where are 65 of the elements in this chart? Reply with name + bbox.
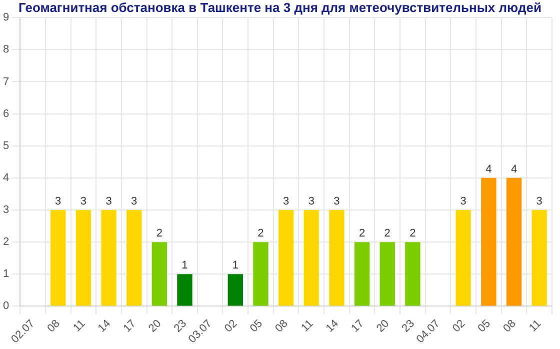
- bar: [50, 210, 66, 306]
- bar: [253, 242, 268, 306]
- bar: [126, 210, 142, 306]
- y-tick-label: 0: [2, 300, 10, 312]
- data-label: 3: [282, 196, 290, 208]
- chart-title: Геомагнитная обстановка в Ташкенте на 3 дня для метеочувствительных людей: [18, 0, 542, 15]
- bar: [228, 274, 243, 306]
- bar: [481, 178, 496, 306]
- data-label: 1: [182, 260, 188, 272]
- y-tick-label: 6: [2, 108, 10, 120]
- data-label: 3: [308, 196, 314, 208]
- x-tick-label: 08: [273, 318, 290, 335]
- bar: [354, 242, 370, 306]
- x-tick-label: 17: [349, 318, 366, 335]
- data-label: 2: [384, 228, 390, 240]
- x-tick-label: 23: [172, 318, 190, 335]
- x-tick-label: 05: [248, 318, 265, 335]
- data-label: 2: [358, 228, 366, 240]
- y-tick-label: 3: [2, 204, 10, 216]
- x-tick-label: 20: [146, 318, 164, 335]
- x-tick-label: 08: [45, 318, 62, 335]
- bar: [152, 242, 168, 306]
- x-tick-label: 23: [400, 318, 417, 335]
- bar: [304, 210, 319, 306]
- data-label: 3: [460, 196, 466, 208]
- y-tick-label: 9: [2, 12, 10, 24]
- x-tick-label: 14: [96, 318, 114, 335]
- bar: [380, 242, 395, 306]
- bar: [506, 178, 522, 306]
- bar: [532, 210, 547, 306]
- bar: [278, 210, 294, 306]
- data-label: 3: [80, 196, 86, 208]
- bar: [456, 210, 471, 306]
- x-tick-label: 17: [121, 318, 138, 335]
- bar: [76, 210, 92, 306]
- data-label: 1: [232, 260, 238, 272]
- y-tick-label: 4: [2, 172, 10, 184]
- data-label: 3: [131, 196, 138, 208]
- x-tick-label: 11: [527, 318, 544, 334]
- x-tick-label: 11: [71, 318, 88, 334]
- y-tick-label: 8: [2, 44, 10, 56]
- y-tick-label: 5: [2, 140, 10, 152]
- x-tick-label: 05: [476, 318, 493, 335]
- x-tick-label: 08: [501, 318, 518, 335]
- y-tick-label: 7: [2, 76, 10, 88]
- data-label: 2: [258, 228, 264, 240]
- x-tick-label: 11: [299, 318, 316, 334]
- x-tick-label: 20: [374, 318, 392, 335]
- x-tick-label: 02: [222, 318, 240, 335]
- y-tick-label: 2: [2, 236, 10, 248]
- bar: [101, 210, 116, 306]
- data-label: 3: [334, 196, 340, 208]
- bar: [329, 210, 344, 306]
- data-label: 3: [536, 196, 542, 208]
- x-tick-label: 02: [450, 318, 468, 335]
- data-label: 2: [156, 228, 162, 240]
- x-tick-label: 14: [324, 318, 341, 335]
- bar: [405, 242, 420, 306]
- data-label: 4: [486, 163, 492, 176]
- data-label: 3: [55, 196, 62, 208]
- bar: [177, 274, 192, 306]
- data-label: 2: [410, 228, 416, 240]
- y-tick-label: 1: [2, 268, 10, 280]
- data-label: 3: [106, 196, 112, 208]
- data-label: 4: [510, 163, 518, 176]
